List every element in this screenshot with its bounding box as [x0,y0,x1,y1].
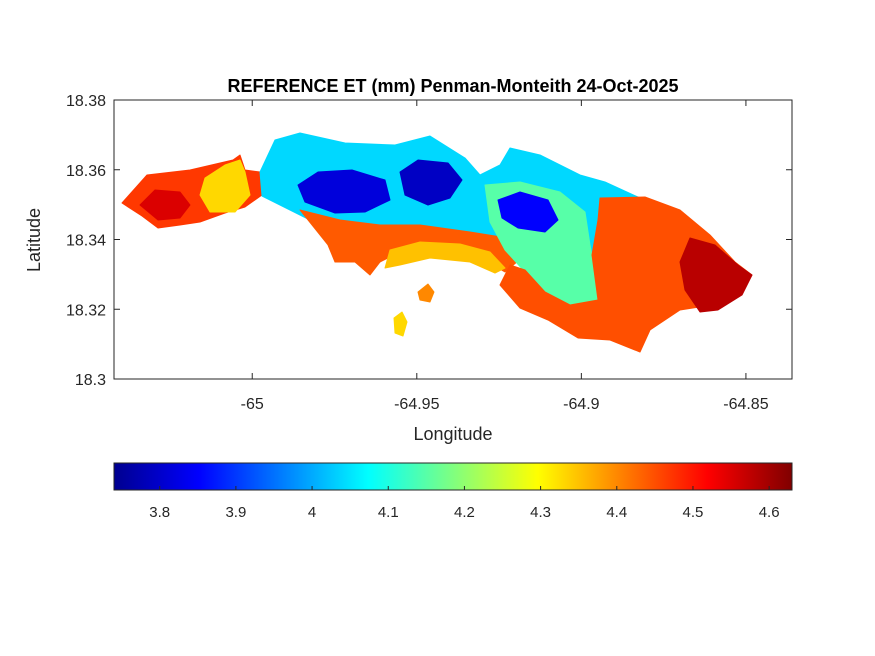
et-region-central-low-2 [399,159,463,206]
x-tick-label: -64.95 [394,396,439,413]
chart-title: REFERENCE ET (mm) Penman-Monteith 24-Oct… [227,76,678,96]
colorbar [113,462,793,491]
et-region-small-islet-1 [417,283,435,303]
et-region-south-patch [384,241,506,274]
colorbar-ticks: 3.8 3.9 4 4.1 4.2 4.3 4.4 4.5 4.6 [149,486,780,521]
colorbar-tick-label: 4.1 [378,504,399,521]
et-region-east-tip [679,237,753,313]
colorbar-tick-label: 4 [308,504,316,521]
colorbar-tick-label: 4.3 [530,504,551,521]
colorbar-tick-label: 3.8 [149,504,170,521]
colorbar-tick-label: 4.5 [683,504,704,521]
et-region-central-low-1 [297,169,391,214]
x-axis-label: Longitude [413,424,492,444]
y-tick-label: 18.38 [66,93,106,110]
y-axis: 18.3 18.32 18.34 18.36 18.38 [66,93,792,389]
colorbar-tick-label: 4.6 [759,504,780,521]
x-tick-label: -65 [241,396,264,413]
x-axis: -65 -64.95 -64.9 -64.85 [241,100,769,413]
et-region-east-low [497,191,559,233]
colorbar-tick-label: 3.9 [225,504,246,521]
x-tick-label: -64.85 [723,396,768,413]
x-tick-label: -64.9 [563,396,600,413]
y-tick-label: 18.3 [75,372,106,389]
y-axis-label: Latitude [24,208,44,272]
y-tick-label: 18.34 [66,233,106,250]
y-tick-label: 18.32 [66,302,106,319]
et-region-west-neck [199,159,251,213]
et-region-small-islet-2 [393,311,408,337]
colorbar-tick-label: 4.2 [454,504,475,521]
et-region-west-lobe-core [139,189,191,221]
colorbar-tick-label: 4.4 [606,504,627,521]
heatmap-plot-area [121,132,753,353]
et-region-east-lobe [499,196,753,353]
y-tick-label: 18.36 [66,163,106,180]
